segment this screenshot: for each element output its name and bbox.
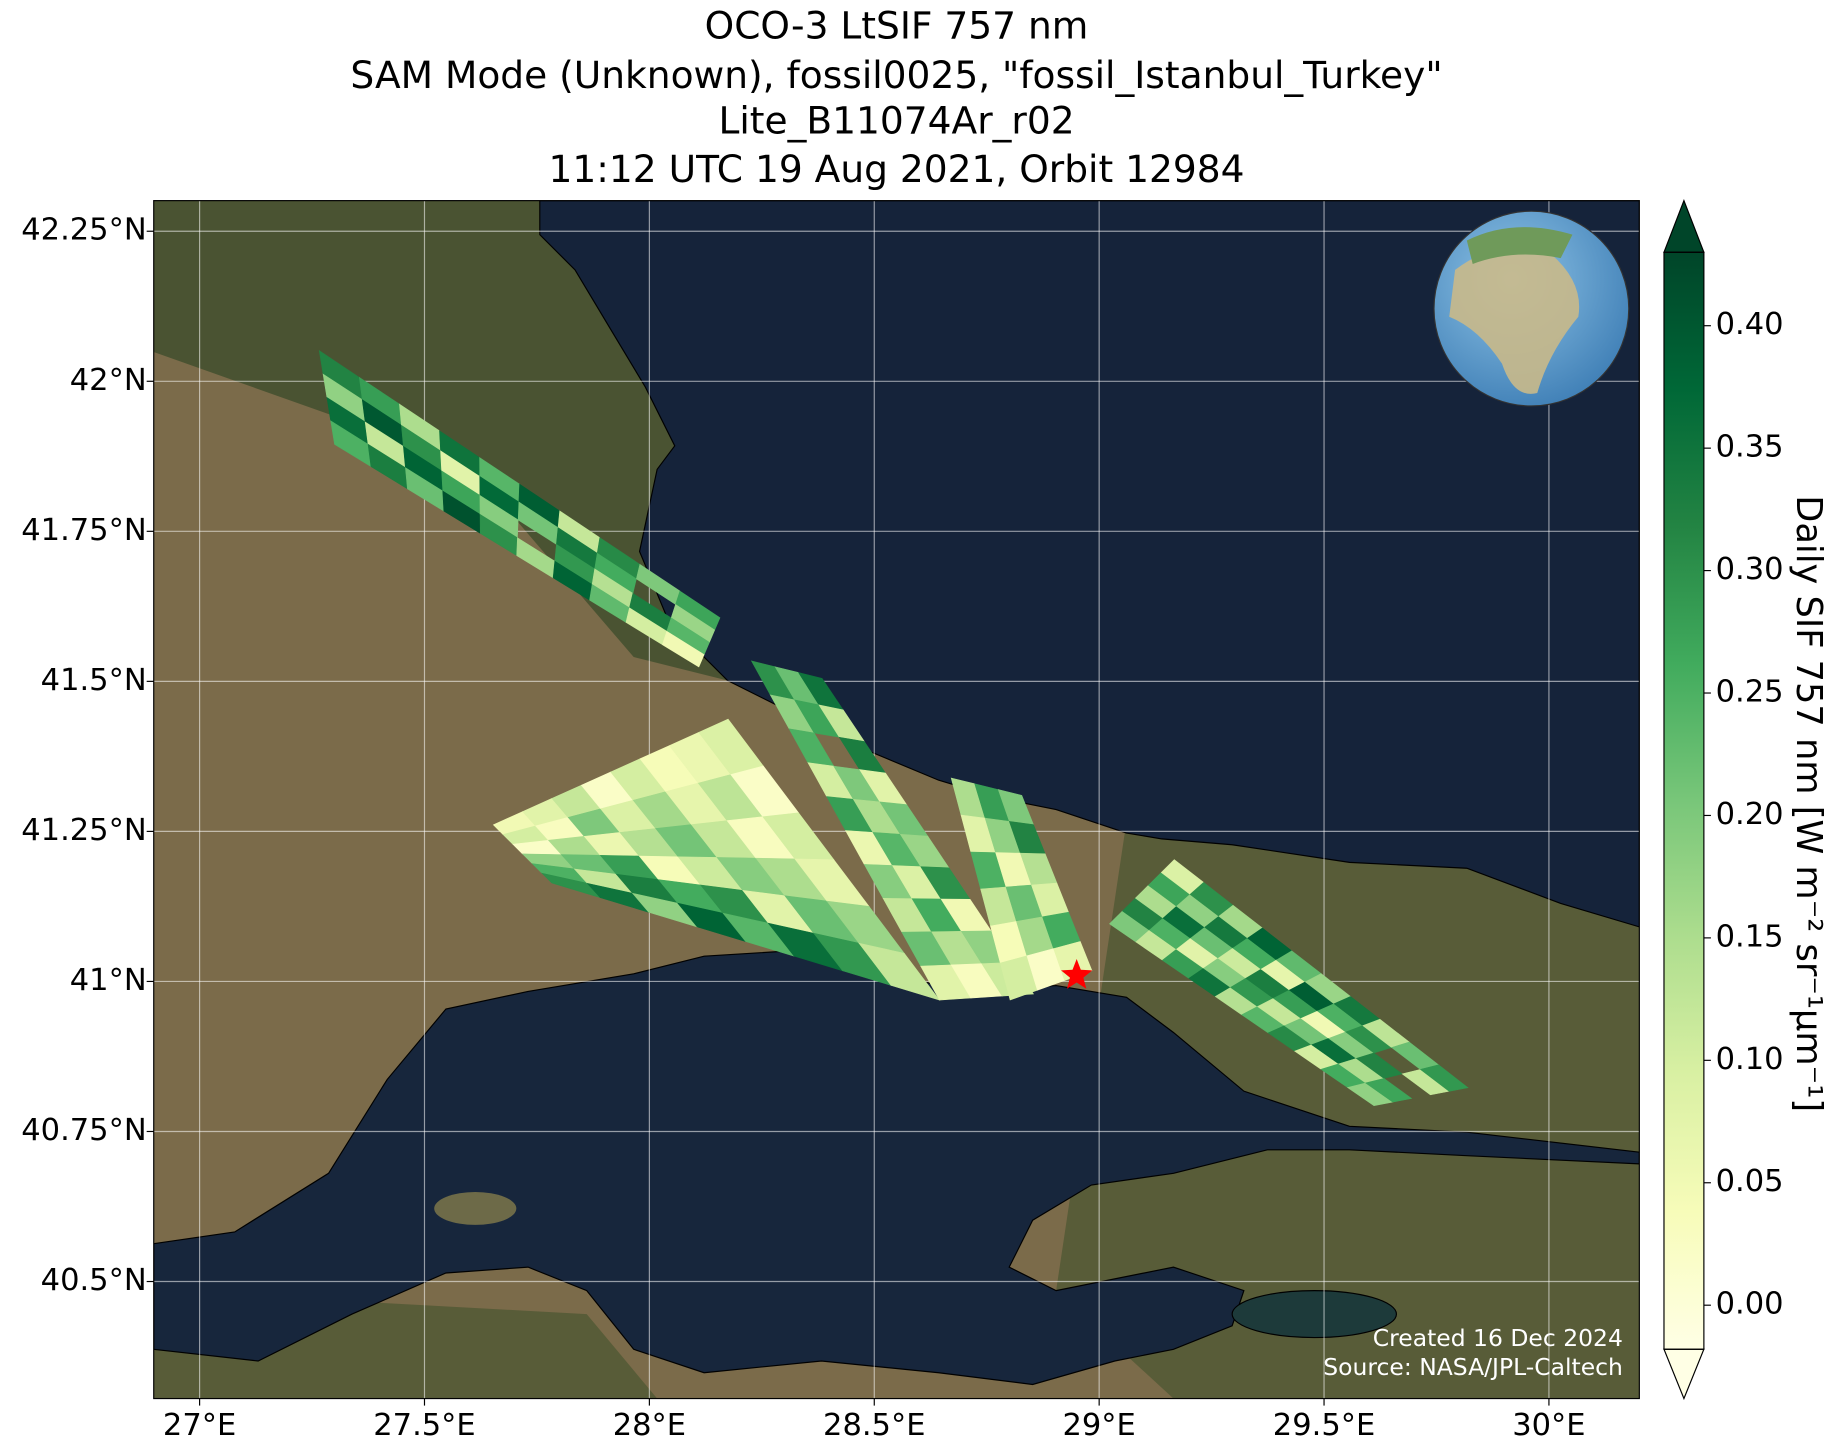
x-tick-label: 27°E bbox=[163, 1408, 236, 1443]
island bbox=[434, 1192, 517, 1225]
title-line: OCO-3 LtSIF 757 nm bbox=[705, 4, 1089, 48]
colorbar-tick-label: 0.05 bbox=[1716, 1164, 1784, 1199]
y-tick-label: 41.75°N bbox=[21, 513, 146, 548]
lake bbox=[1231, 1290, 1398, 1339]
y-tick-label: 42.25°N bbox=[21, 213, 146, 248]
y-tick-label: 40.5°N bbox=[41, 1263, 147, 1298]
y-tick-label: 41.5°N bbox=[41, 663, 147, 698]
y-tick-label: 41°N bbox=[70, 963, 147, 998]
colorbar-label: Daily SIF 757 nm [W m⁻² sr⁻¹μm⁻¹] bbox=[1788, 495, 1829, 1112]
x-tick-label: 27.5°E bbox=[373, 1408, 475, 1443]
x-tick-label: 29.5°E bbox=[1273, 1408, 1375, 1443]
marmara-sea bbox=[153, 949, 1640, 1386]
y-tick-label: 40.75°N bbox=[21, 1113, 146, 1148]
swaths bbox=[318, 350, 1469, 1106]
black-sea bbox=[539, 200, 1640, 928]
annotation: Created 16 Dec 2024 bbox=[1373, 1324, 1623, 1352]
colorbar-tick-label: 0.25 bbox=[1716, 675, 1784, 710]
colorbar-tick-label: 0.15 bbox=[1716, 919, 1784, 954]
colorbar: 0.00 0.05 0.10 0.15 0.20 0.25 0.30 0.35 0.40 bbox=[1663, 199, 1784, 1401]
sif-pixel bbox=[1419, 1064, 1469, 1092]
colorbar-tick-label: 0.20 bbox=[1716, 797, 1784, 832]
colorbar-tick-label: 0.30 bbox=[1716, 552, 1784, 587]
sif-pixel bbox=[1365, 1078, 1413, 1103]
x-tick-label: 28.5°E bbox=[823, 1408, 925, 1443]
title-line: Lite_B11074Ar_r02 bbox=[718, 99, 1074, 143]
title-line: SAM Mode (Unknown), fossil0025, "fossil_… bbox=[350, 53, 1442, 97]
map bbox=[153, 200, 1640, 1399]
colorbar-tick-label: 0.35 bbox=[1716, 430, 1784, 465]
colorbar-body bbox=[1663, 252, 1704, 1350]
colorbar-tick-label: 0.40 bbox=[1716, 307, 1784, 342]
x-tick-label: 30°E bbox=[1512, 1408, 1585, 1443]
title-line: 11:12 UTC 19 Aug 2021, Orbit 12984 bbox=[549, 147, 1245, 191]
colorbar-extend-max bbox=[1663, 199, 1705, 253]
y-tick-label: 41.25°N bbox=[21, 813, 146, 848]
colorbar-extend-min bbox=[1663, 1348, 1705, 1401]
globe-land bbox=[1449, 246, 1580, 394]
y-tick-label: 42°N bbox=[70, 363, 147, 398]
target-marker bbox=[1061, 959, 1093, 989]
sif-pixel bbox=[662, 630, 705, 668]
x-tick-label: 29°E bbox=[1062, 1408, 1135, 1443]
colorbar-tick-label: 0.10 bbox=[1716, 1042, 1784, 1077]
colorbar-tick-label: 0.00 bbox=[1716, 1287, 1784, 1322]
annotation: Source: NASA/JPL-Caltech bbox=[1323, 1353, 1623, 1381]
globe-land bbox=[1466, 227, 1573, 264]
map-frame bbox=[153, 200, 1640, 1400]
colorbar-frame bbox=[1663, 251, 1705, 1350]
x-tick-label: 28°E bbox=[613, 1408, 686, 1443]
